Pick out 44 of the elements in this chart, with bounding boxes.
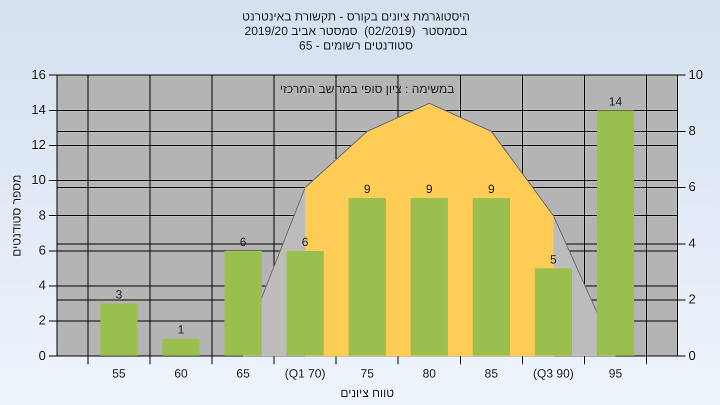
y-tick-label: 6 — [38, 242, 46, 258]
x-tick-label: 75 — [360, 366, 374, 381]
data-label: 6 — [302, 234, 309, 249]
y-tick-label: 16 — [31, 66, 46, 82]
x-tick-label: 65 — [236, 366, 250, 381]
x-tick-label: 60 — [174, 366, 188, 381]
bar — [162, 338, 200, 356]
y-tick-label: 2 — [38, 312, 46, 328]
x-tick-label: 55 — [112, 366, 126, 381]
data-label: 3 — [116, 288, 123, 302]
y2-tick-label: 10 — [688, 66, 704, 82]
y-tick-label: 10 — [31, 172, 46, 188]
data-label: 9 — [364, 182, 371, 196]
x-axis-title: טווח ציונים — [340, 386, 394, 400]
data-label: 9 — [488, 182, 495, 196]
bar — [348, 198, 386, 356]
y-tick-label: 14 — [31, 102, 46, 117]
y-axis-title: מספר סטודנטים — [10, 174, 24, 257]
bar — [286, 250, 324, 356]
bar — [472, 198, 510, 356]
bar — [534, 268, 572, 356]
bar — [596, 110, 634, 356]
x-tick-label: 85 — [484, 366, 498, 381]
y2-tick-label: 4 — [688, 235, 696, 250]
y2-tick-label: 6 — [688, 179, 696, 194]
y-tick-label: 0 — [38, 348, 46, 363]
x-tick-label: 95 — [608, 366, 622, 381]
bar — [224, 250, 262, 356]
y-tick-label: 4 — [38, 278, 46, 293]
x-tick-label: (Q3 90) — [533, 366, 574, 381]
bar — [100, 304, 138, 356]
y2-tick-label: 2 — [688, 292, 696, 307]
data-label: 14 — [608, 94, 622, 108]
data-label: 9 — [426, 182, 433, 196]
chart-title: היסטוגרמת ציונים בקורס - תקשורת באינטרנט בסמסטר (02/2019) סמסטר אביב 2019/20 סטודנטים רשומים - 65 — [242, 10, 470, 52]
y-tick-label: 12 — [31, 137, 46, 152]
x-tick-label: (Q1 70) — [284, 366, 326, 381]
x-tick-label: 80 — [422, 366, 436, 381]
data-label: 1 — [178, 322, 185, 337]
data-label: 5 — [550, 252, 558, 266]
y2-tick-label: 0 — [688, 348, 696, 363]
bar — [410, 198, 448, 356]
y2-tick-label: 8 — [688, 122, 696, 138]
y-tick-label: 8 — [38, 207, 46, 222]
